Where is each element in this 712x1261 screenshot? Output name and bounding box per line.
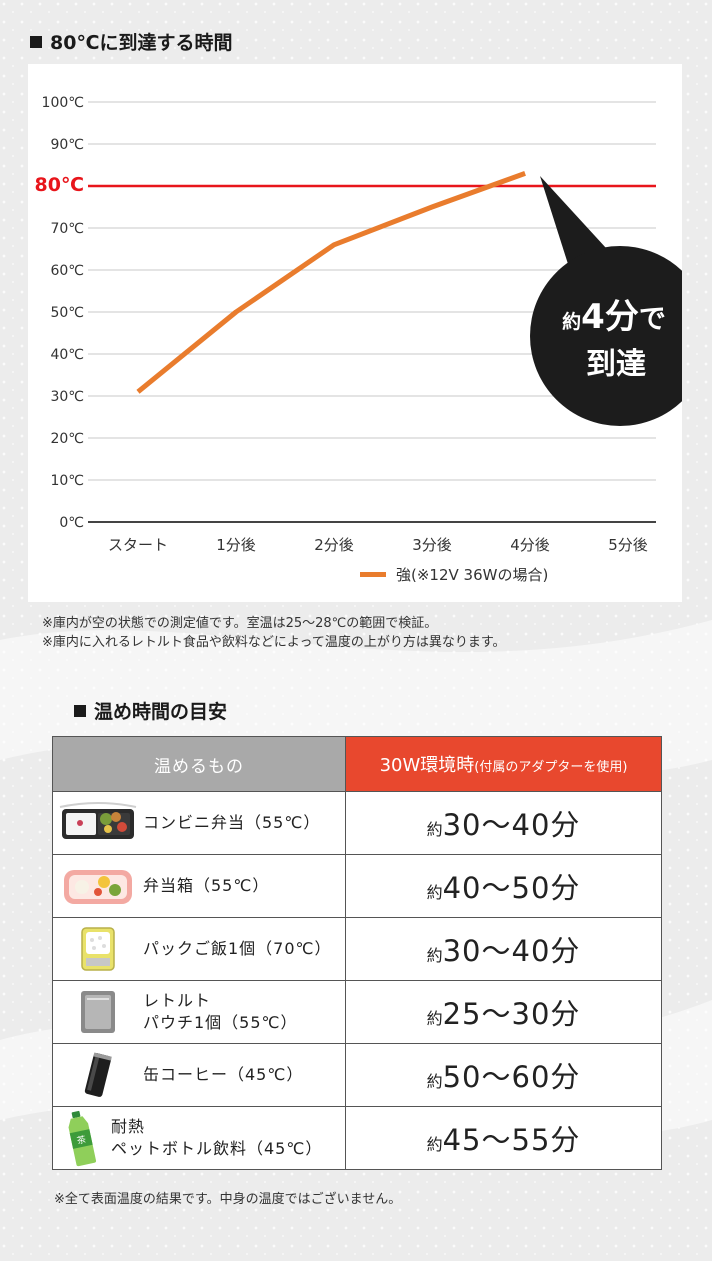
y-tick-label: 90℃ <box>50 137 84 153</box>
item-name: 缶コーヒー（45℃） <box>143 1065 304 1084</box>
callout-line-2: 到達 <box>586 347 646 382</box>
time-cell: 約45～55分 <box>345 1106 662 1170</box>
table-header-row: 温めるもの 30W環境時(付属のアダプターを使用) <box>52 736 662 792</box>
header-time-main: 30W環境時 <box>379 755 475 776</box>
y-tick-label: 0℃ <box>59 515 84 531</box>
chart-title: 80℃に到達する時間 <box>50 32 233 54</box>
x-tick-label: スタート <box>108 536 168 554</box>
x-tick-label: 5分後 <box>608 536 648 554</box>
time-value: 30～40分 <box>442 808 581 842</box>
header-time-sub: (付属のアダプターを使用) <box>474 760 628 775</box>
y-tick-label: 10℃ <box>50 473 84 489</box>
y-tick-label: 70℃ <box>50 221 84 237</box>
square-bullet-icon <box>74 704 86 717</box>
x-tick-label: 1分後 <box>216 536 256 554</box>
time-prefix: 約 <box>426 1072 443 1091</box>
y-tick-label: 100℃ <box>42 95 84 111</box>
item-cell: 缶コーヒー（45℃） <box>52 1043 346 1107</box>
note-line: ※庫内に入れるレトルト食品や飲料などによって温度の上がり方は異なります。 <box>42 635 506 650</box>
lunchbox-icon <box>53 855 143 917</box>
chart-heading: 80℃に到達する時間 <box>30 28 232 55</box>
table-row: 茶 耐熱 ペットボトル飲料（45℃） 約45～55分 <box>52 1106 662 1170</box>
chart-card: 0℃ 10℃ 20℃ 30℃ 40℃ 50℃ 60℃ 70℃ 80℃ 90℃ 100℃ スタート 1分後… <box>28 64 682 602</box>
x-tick-label: 2分後 <box>314 536 354 554</box>
item-name-line: レトルト <box>143 991 212 1010</box>
y-tick-label: 60℃ <box>50 263 84 279</box>
time-cell: 約30～40分 <box>345 917 662 981</box>
pet-bottle-icon: 茶 <box>53 1107 109 1169</box>
header-time: 30W環境時(付属のアダプターを使用) <box>345 736 662 792</box>
time-prefix: 約 <box>426 1009 443 1028</box>
chart-notes: ※庫内が空の状態での測定値です。室温は25～28℃の範囲で検証。 ※庫内に入れる… <box>42 614 506 652</box>
table-heading: 温め時間の目安 <box>74 697 227 724</box>
y-tick-label: 50℃ <box>50 305 84 321</box>
table-row: コンビニ弁当（55℃） 約30～40分 <box>52 791 662 855</box>
item-cell: レトルト パウチ1個（55℃） <box>52 980 346 1044</box>
item-name: パックご飯1個（70℃） <box>143 939 332 958</box>
time-cell: 約30～40分 <box>345 791 662 855</box>
item-name: コンビニ弁当（55℃） <box>143 813 321 832</box>
footnote: ※全て表面温度の結果です。中身の温度ではございません。 <box>54 1192 402 1207</box>
time-value: 45～55分 <box>442 1123 581 1157</box>
warming-time-table: 温めるもの 30W環境時(付属のアダプターを使用) <box>52 736 662 1170</box>
legend-swatch <box>360 572 386 577</box>
table-row: 弁当箱（55℃） 約40～50分 <box>52 854 662 918</box>
callout-pointer <box>540 176 606 264</box>
header-item: 温めるもの <box>52 736 346 792</box>
time-prefix: 約 <box>426 1135 443 1154</box>
item-name: レトルト パウチ1個（55℃） <box>143 990 298 1034</box>
time-prefix: 約 <box>426 883 443 902</box>
svg-text:茶: 茶 <box>76 1133 87 1147</box>
item-cell: 弁当箱（55℃） <box>52 854 346 918</box>
item-cell: パックご飯1個（70℃） <box>52 917 346 981</box>
note-line: ※庫内が空の状態での測定値です。室温は25～28℃の範囲で検証。 <box>42 616 438 631</box>
time-value: 25～30分 <box>442 997 581 1031</box>
coffee-can-icon <box>53 1044 143 1106</box>
item-cell: 茶 耐熱 ペットボトル飲料（45℃） <box>52 1106 346 1170</box>
time-prefix: 約 <box>426 946 443 965</box>
table-title: 温め時間の目安 <box>94 701 228 723</box>
time-cell: 約25～30分 <box>345 980 662 1044</box>
x-tick-label: 4分後 <box>510 536 550 554</box>
table-row: 缶コーヒー（45℃） 約50～60分 <box>52 1043 662 1107</box>
y-tick-label: 40℃ <box>50 347 84 363</box>
table-row: レトルト パウチ1個（55℃） 約25～30分 <box>52 980 662 1044</box>
legend-label: 強(※12V 36Wの場合) <box>396 566 548 584</box>
time-prefix: 約 <box>426 820 443 839</box>
callout-bubble <box>530 246 682 426</box>
item-name: 耐熱 ペットボトル飲料（45℃） <box>111 1116 322 1160</box>
series-line <box>136 171 526 394</box>
retort-pouch-icon <box>53 981 143 1043</box>
time-cell: 約50～60分 <box>345 1043 662 1107</box>
callout-line-1: 約4分で <box>562 297 666 337</box>
item-cell: コンビニ弁当（55℃） <box>52 791 346 855</box>
x-tick-label: 3分後 <box>412 536 452 554</box>
time-cell: 約40～50分 <box>345 854 662 918</box>
y-tick-label: 30℃ <box>50 389 84 405</box>
bento-convenience-icon <box>53 792 143 854</box>
time-value: 50～60分 <box>442 1060 581 1094</box>
item-name: 弁当箱（55℃） <box>143 876 270 895</box>
rice-pack-icon <box>53 918 143 980</box>
item-name-line: パウチ1個（55℃） <box>143 1013 298 1032</box>
table-row: パックご飯1個（70℃） 約30～40分 <box>52 917 662 981</box>
temperature-line-chart: 0℃ 10℃ 20℃ 30℃ 40℃ 50℃ 60℃ 70℃ 80℃ 90℃ 100℃ スタート 1分後… <box>35 95 682 584</box>
y-tick-label: 20℃ <box>50 431 84 447</box>
item-name-line: ペットボトル飲料（45℃） <box>111 1139 323 1158</box>
time-value: 40～50分 <box>442 871 581 905</box>
item-name-line: 耐熱 <box>111 1117 146 1136</box>
square-bullet-icon <box>30 35 42 48</box>
y-tick-label: 80℃ <box>35 174 84 196</box>
time-value: 30～40分 <box>442 934 581 968</box>
